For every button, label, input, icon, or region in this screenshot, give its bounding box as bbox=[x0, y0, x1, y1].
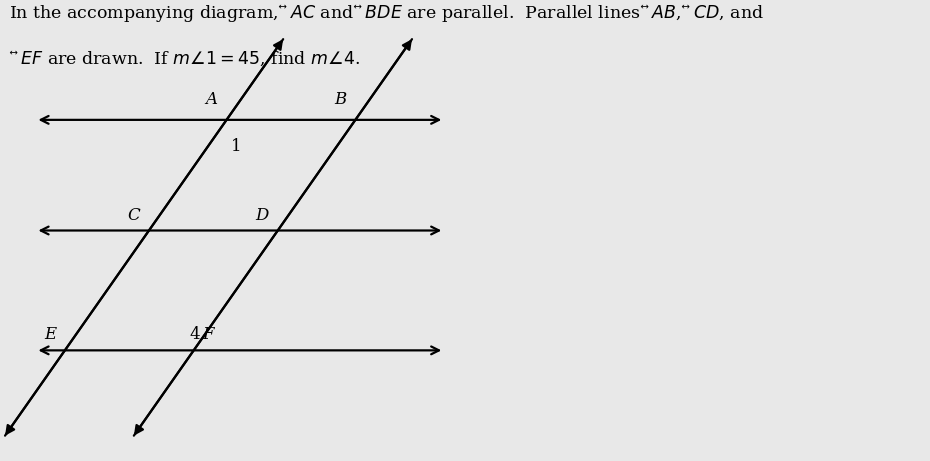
Text: B: B bbox=[334, 91, 347, 108]
Text: $\overleftrightarrow{EF}$ are drawn.  If $m\angle 1 = 45$, find $m\angle 4$.: $\overleftrightarrow{EF}$ are drawn. If … bbox=[9, 48, 360, 68]
Text: In the accompanying diagram, $\overleftrightarrow{AC}$ and $\overleftrightarrow{: In the accompanying diagram, $\overleftr… bbox=[9, 2, 764, 24]
Text: D: D bbox=[256, 207, 269, 224]
Text: C: C bbox=[127, 207, 140, 224]
Text: 4: 4 bbox=[189, 326, 200, 343]
Text: E: E bbox=[44, 326, 56, 343]
Text: F: F bbox=[203, 326, 214, 343]
Text: A: A bbox=[206, 91, 218, 108]
Text: 1: 1 bbox=[231, 138, 242, 155]
